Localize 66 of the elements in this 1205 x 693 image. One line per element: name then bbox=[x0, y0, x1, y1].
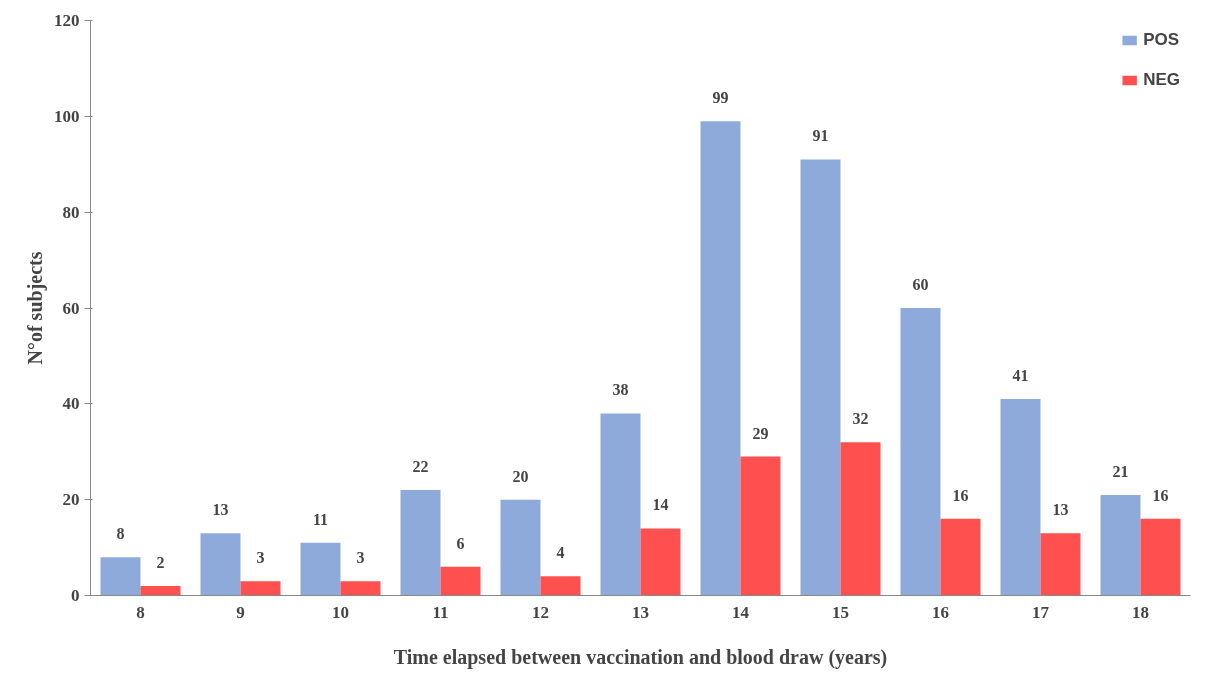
bar bbox=[140, 585, 181, 596]
data-label: 16 bbox=[1152, 486, 1169, 504]
data-label: 20 bbox=[512, 467, 529, 485]
data-label: 91 bbox=[812, 127, 829, 145]
data-label: 22 bbox=[412, 458, 429, 476]
x-tick-label: 12 bbox=[532, 602, 549, 622]
data-label: 99 bbox=[712, 89, 729, 107]
y-axis-title: N°of subjects bbox=[24, 251, 47, 365]
data-label: 11 bbox=[312, 510, 329, 528]
data-label: 14 bbox=[652, 496, 669, 514]
data-label: 4 bbox=[556, 544, 565, 562]
x-tick-label: 18 bbox=[1132, 602, 1149, 622]
legend-label: NEG bbox=[1143, 70, 1180, 90]
x-tick-label: 10 bbox=[332, 602, 349, 622]
bar bbox=[240, 581, 281, 596]
bar bbox=[440, 566, 481, 596]
bar bbox=[1040, 533, 1081, 596]
data-label: 13 bbox=[1052, 501, 1069, 519]
x-tick-label: 8 bbox=[136, 602, 145, 622]
y-tick-label: 40 bbox=[62, 394, 80, 414]
y-tick-label: 120 bbox=[54, 11, 80, 30]
bar bbox=[540, 576, 581, 596]
bar bbox=[900, 308, 941, 596]
x-tick-label: 16 bbox=[932, 602, 949, 622]
y-tick-label: 60 bbox=[62, 298, 80, 318]
x-tick-label: 14 bbox=[732, 602, 750, 622]
data-label: 16 bbox=[952, 486, 969, 504]
bar bbox=[200, 533, 241, 596]
bar bbox=[340, 581, 381, 596]
data-label: 6 bbox=[456, 534, 465, 552]
data-label: 38 bbox=[612, 381, 629, 399]
bar bbox=[1100, 494, 1141, 596]
bar bbox=[1000, 399, 1041, 596]
bar bbox=[940, 518, 981, 596]
bar bbox=[740, 456, 781, 596]
data-label: 2 bbox=[156, 553, 165, 571]
x-tick-label: 17 bbox=[1032, 602, 1050, 622]
bar bbox=[400, 490, 441, 596]
bar bbox=[1140, 518, 1181, 596]
y-tick-label: 0 bbox=[71, 586, 80, 605]
bar bbox=[100, 557, 141, 596]
data-label: 21 bbox=[1112, 462, 1129, 480]
data-label: 29 bbox=[752, 424, 769, 442]
y-tick-label: 100 bbox=[54, 106, 80, 126]
bar bbox=[300, 542, 341, 596]
data-label: 13 bbox=[212, 501, 229, 519]
data-label: 32 bbox=[852, 410, 869, 428]
x-axis-title: Time elapsed between vaccination and blood draw (years) bbox=[393, 645, 888, 669]
data-label: 41 bbox=[1012, 367, 1029, 385]
bar bbox=[500, 499, 541, 596]
x-tick-label: 11 bbox=[432, 602, 449, 622]
y-tick-label: 20 bbox=[62, 490, 80, 510]
data-label: 3 bbox=[256, 549, 265, 567]
x-tick-label: 13 bbox=[632, 602, 649, 622]
x-tick-label: 15 bbox=[832, 602, 849, 622]
bar bbox=[800, 159, 841, 596]
bar bbox=[840, 442, 881, 596]
data-label: 3 bbox=[356, 549, 365, 567]
legend-label: POS bbox=[1143, 30, 1180, 50]
x-tick-label: 9 bbox=[236, 602, 245, 622]
data-label: 60 bbox=[912, 276, 929, 293]
bar bbox=[640, 528, 681, 596]
y-tick-label: 80 bbox=[62, 202, 80, 222]
data-label: 8 bbox=[116, 525, 125, 543]
bar bbox=[600, 413, 641, 596]
bar bbox=[700, 121, 741, 596]
